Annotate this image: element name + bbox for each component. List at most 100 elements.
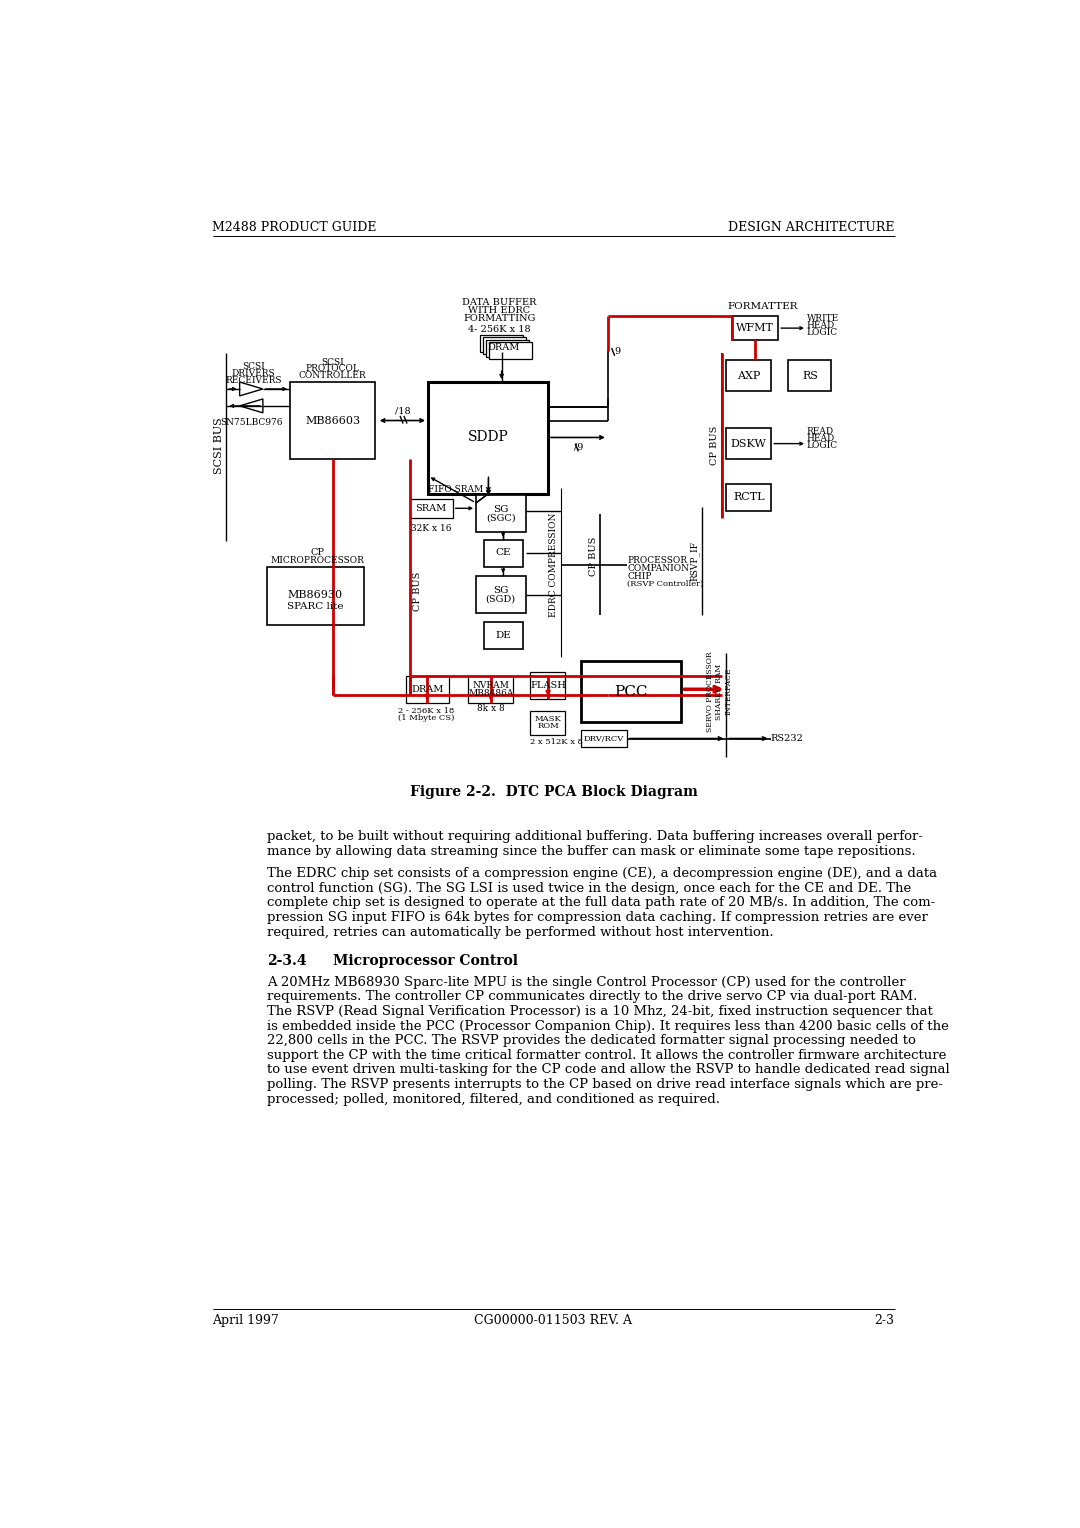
Text: DE: DE (496, 631, 511, 640)
Text: April 1997: April 1997 (213, 1314, 280, 1328)
Text: 32K x 16: 32K x 16 (410, 524, 451, 533)
Text: 2-3.4: 2-3.4 (267, 953, 307, 969)
Text: WRITE: WRITE (807, 315, 839, 324)
Text: READ: READ (807, 426, 834, 435)
Text: EDRC COMPRESSION: EDRC COMPRESSION (549, 512, 558, 617)
Bar (486, 339, 529, 356)
Text: PROTOCOL: PROTOCOL (306, 365, 360, 373)
Text: RSVP_IF: RSVP_IF (690, 541, 700, 581)
Text: DRAM: DRAM (411, 685, 444, 694)
Bar (727, 484, 771, 510)
Bar (732, 316, 779, 341)
Text: (SGD): (SGD) (486, 594, 516, 604)
Text: M2488 PRODUCT GUIDE: M2488 PRODUCT GUIDE (213, 220, 377, 234)
Text: DRV/RCV: DRV/RCV (584, 735, 624, 743)
Text: (RSVP Controller): (RSVP Controller) (627, 579, 703, 588)
Bar (291, 382, 375, 458)
Text: SRAM: SRAM (416, 504, 447, 513)
Text: MICROPROCESSOR: MICROPROCESSOR (270, 556, 364, 565)
Text: CP: CP (310, 549, 324, 558)
Text: FLASH: FLASH (530, 681, 566, 691)
Bar (530, 711, 565, 735)
Text: requirements. The controller CP communicates directly to the drive servo CP via : requirements. The controller CP communic… (267, 990, 917, 1004)
Text: Microprocessor Control: Microprocessor Control (333, 953, 517, 969)
Text: 2 x 512K x 8: 2 x 512K x 8 (530, 738, 583, 746)
Text: WITH EDRC: WITH EDRC (469, 306, 530, 315)
Text: /9: /9 (573, 442, 583, 451)
Text: CG00000-011503 REV. A: CG00000-011503 REV. A (474, 1314, 633, 1328)
Bar (480, 335, 523, 351)
Bar (428, 382, 548, 494)
Text: DRIVERS: DRIVERS (232, 370, 275, 377)
Bar (581, 730, 627, 747)
Text: RS232: RS232 (770, 733, 804, 743)
Text: pression SG input FIFO is 64k bytes for compression data caching. If compression: pression SG input FIFO is 64k bytes for … (267, 911, 928, 924)
Text: FORMATTER: FORMATTER (728, 303, 798, 312)
Text: SCSI: SCSI (321, 358, 345, 367)
Text: WFMT: WFMT (737, 322, 774, 333)
Text: HEAD: HEAD (807, 434, 835, 443)
Bar (406, 677, 449, 703)
Text: SG: SG (494, 506, 509, 515)
Text: The EDRC chip set consists of a compression engine (CE), a decompression engine : The EDRC chip set consists of a compress… (267, 866, 936, 880)
Text: RECEIVERS: RECEIVERS (226, 376, 282, 385)
Text: ROM: ROM (537, 723, 559, 730)
Text: The RSVP (Read Signal Verification Processor) is a 10 Mhz, 24-bit, fixed instruc: The RSVP (Read Signal Verification Proce… (267, 1005, 933, 1018)
Text: SN75LBC976: SN75LBC976 (220, 417, 283, 426)
Text: CHIP: CHIP (627, 571, 651, 581)
Text: FIFO SRAM: FIFO SRAM (428, 486, 483, 495)
Text: SPARC lite: SPARC lite (286, 602, 343, 611)
Bar (410, 500, 453, 518)
Bar (727, 428, 771, 458)
Text: to use event driven multi-tasking for the CP code and allow the RSVP to handle d: to use event driven multi-tasking for th… (267, 1063, 949, 1076)
Bar (483, 338, 526, 354)
Text: required, retries can automatically be performed without host intervention.: required, retries can automatically be p… (267, 926, 773, 938)
Text: Figure 2-2.  DTC PCA Block Diagram: Figure 2-2. DTC PCA Block Diagram (409, 785, 698, 799)
Text: MB8486A: MB8486A (468, 689, 513, 698)
Text: LOGIC: LOGIC (807, 440, 838, 449)
Text: A 20MHz MB68930 Sparc-lite MPU is the single Control Processor (CP) used for the: A 20MHz MB68930 Sparc-lite MPU is the si… (267, 976, 905, 989)
Bar (727, 361, 771, 391)
Text: CP BUS: CP BUS (590, 536, 598, 576)
Text: CP BUS: CP BUS (711, 425, 719, 465)
Text: SDDP: SDDP (468, 431, 509, 445)
Text: MASK: MASK (535, 715, 562, 723)
Text: complete chip set is designed to operate at the full data path rate of 20 MB/s. : complete chip set is designed to operate… (267, 897, 935, 909)
Text: 4- 256K x 18: 4- 256K x 18 (468, 325, 530, 335)
Bar (267, 567, 364, 625)
Bar (489, 342, 531, 359)
Text: MB86603: MB86603 (305, 416, 361, 425)
Text: NVRAM: NVRAM (472, 681, 509, 691)
Bar (581, 660, 681, 723)
Bar (484, 622, 523, 649)
Bar (476, 576, 526, 613)
Bar (484, 539, 523, 567)
Text: DSKW: DSKW (731, 439, 767, 449)
Text: packet, to be built without requiring additional buffering. Data buffering incre: packet, to be built without requiring ad… (267, 830, 922, 843)
Text: SG: SG (494, 587, 509, 596)
Text: is embedded inside the PCC (Processor Companion Chip). It requires less than 420: is embedded inside the PCC (Processor Co… (267, 1019, 948, 1033)
Text: HEAD: HEAD (807, 321, 835, 330)
Text: /18: /18 (394, 406, 410, 416)
Text: 2 - 256K x 18: 2 - 256K x 18 (399, 707, 455, 715)
Text: LOGIC: LOGIC (807, 329, 838, 338)
Text: AXP: AXP (738, 371, 760, 380)
Text: CONTROLLER: CONTROLLER (299, 371, 366, 379)
Bar (530, 672, 565, 700)
Text: SCSI: SCSI (242, 362, 265, 371)
Text: 8k x 8: 8k x 8 (477, 704, 504, 714)
Text: 9: 9 (613, 347, 620, 356)
Text: polling. The RSVP presents interrupts to the CP based on drive read interface si: polling. The RSVP presents interrupts to… (267, 1079, 943, 1091)
Text: mance by allowing data streaming since the buffer can mask or eliminate some tap: mance by allowing data streaming since t… (267, 845, 916, 857)
Text: SERVO PROCESSOR
SHARED RAM
INTERFACE: SERVO PROCESSOR SHARED RAM INTERFACE (706, 651, 732, 732)
Text: SCSI BUS: SCSI BUS (214, 417, 224, 474)
Text: support the CP with the time critical formatter control. It allows the controlle: support the CP with the time critical fo… (267, 1048, 946, 1062)
Text: DRAM: DRAM (487, 342, 519, 351)
Text: DESIGN ARCHITECTURE: DESIGN ARCHITECTURE (728, 220, 894, 234)
Text: RCTL: RCTL (733, 492, 765, 501)
Text: RS: RS (802, 371, 818, 380)
Text: CE: CE (496, 549, 511, 558)
Text: PCC: PCC (615, 685, 648, 698)
Text: MB86930: MB86930 (287, 590, 342, 601)
Text: 2-3: 2-3 (875, 1314, 894, 1328)
